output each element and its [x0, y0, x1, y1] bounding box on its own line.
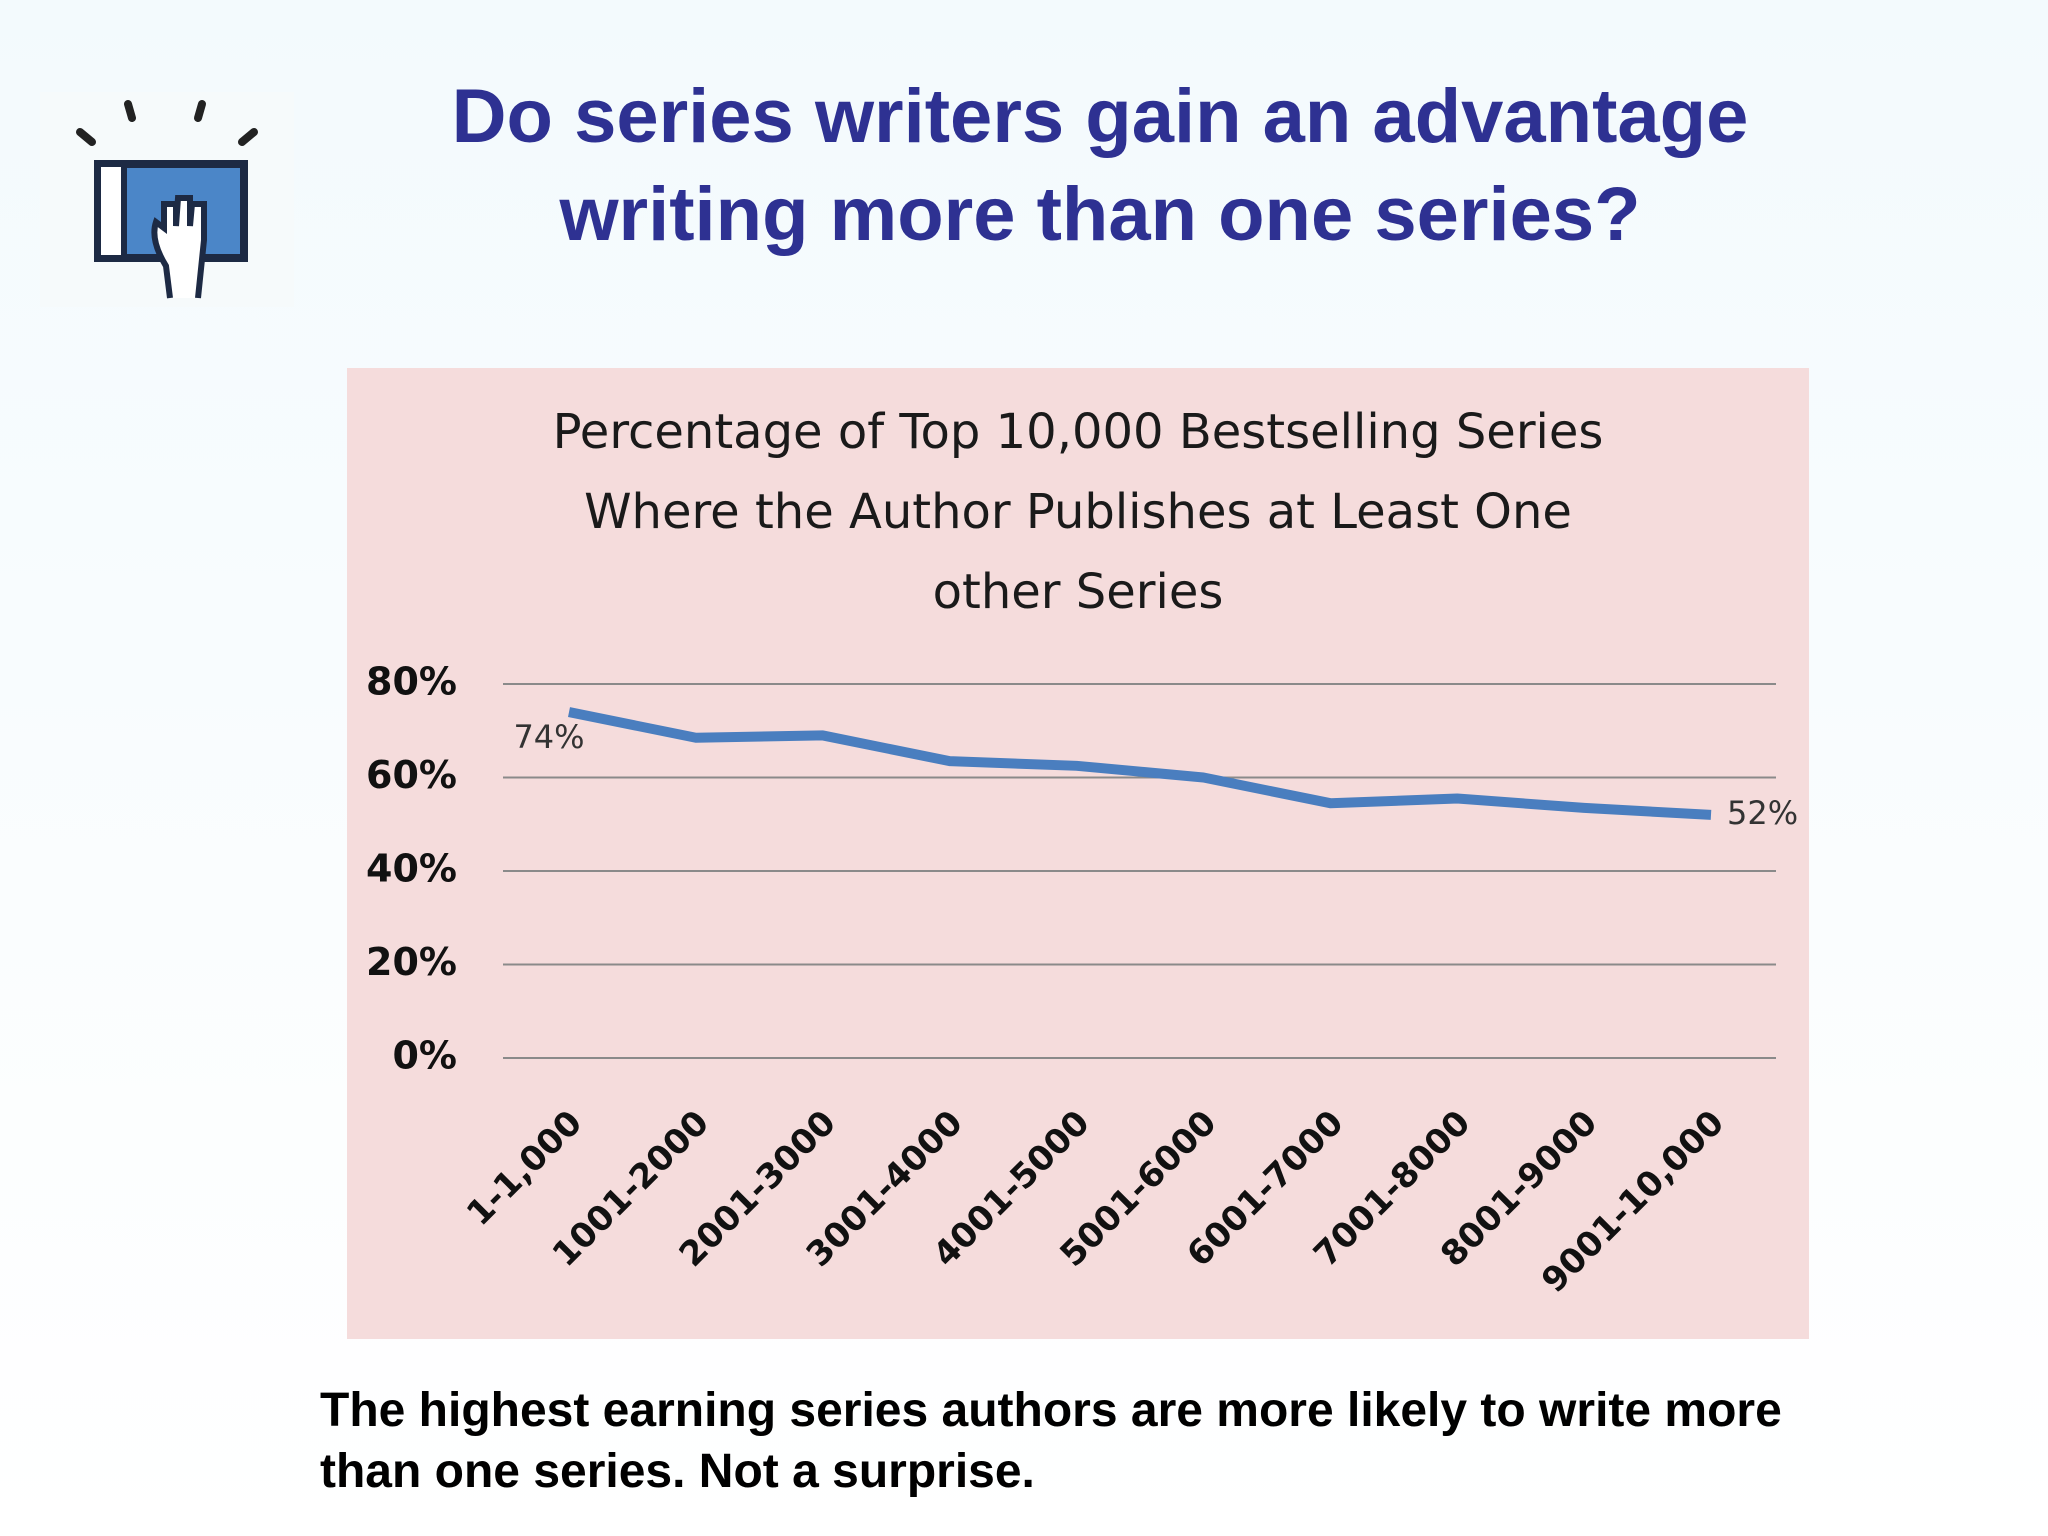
y-tick-label: 60% — [366, 753, 457, 797]
chart-title: Percentage of Top 10,000 Bestselling Ser… — [552, 404, 1604, 620]
y-tick-label: 80% — [366, 660, 457, 704]
data-label: 74% — [513, 718, 584, 756]
caption: The highest earning series authors are m… — [320, 1384, 1782, 1498]
y-tick-label: 0% — [392, 1034, 457, 1078]
book-icon — [40, 92, 294, 307]
data-line — [568, 707, 1712, 820]
slide-title: Do series writers gain an advantage writ… — [451, 74, 1749, 257]
y-tick-label: 20% — [366, 940, 457, 984]
y-tick-label: 40% — [366, 847, 457, 891]
chart-background — [347, 368, 1809, 1339]
data-label: 52% — [1727, 794, 1798, 832]
